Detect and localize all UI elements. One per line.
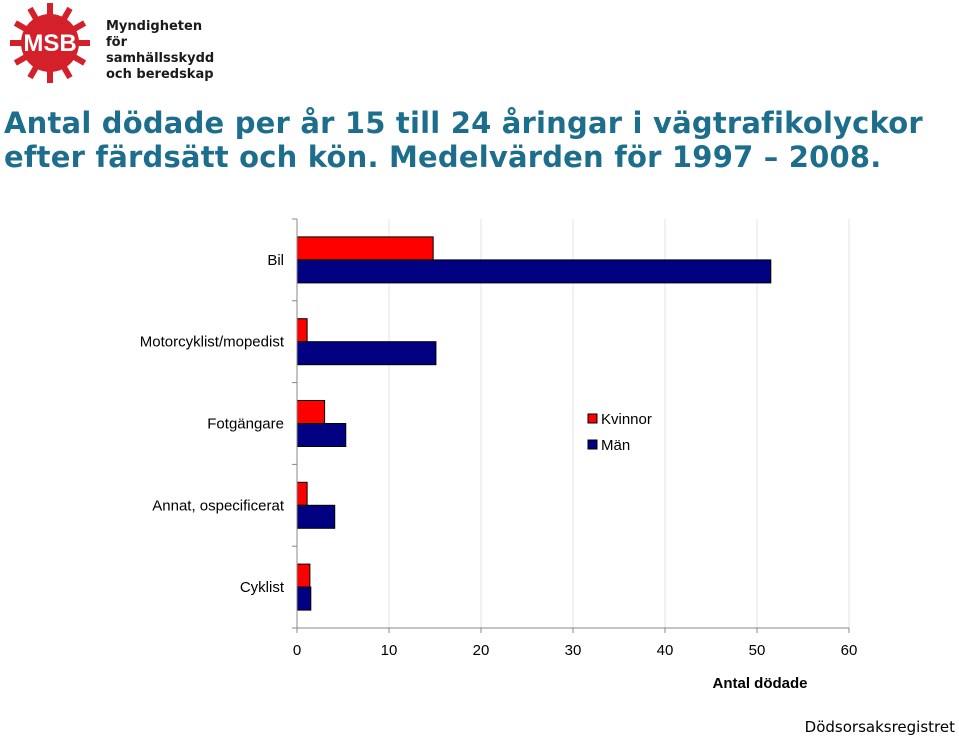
source-label: Dödsorsaksregistret xyxy=(804,718,955,736)
x-tick-label: 40 xyxy=(657,642,674,659)
logo-mark-text: MSB xyxy=(23,30,76,57)
bar-man xyxy=(296,423,347,447)
x-tick-label: 50 xyxy=(749,642,766,659)
title-line-2: efter färdsätt och kön. Medelvärden för … xyxy=(4,140,882,174)
category-label: Cyklist xyxy=(240,579,285,596)
bar-man xyxy=(296,341,437,366)
bar-kvinnor xyxy=(296,563,311,588)
msb-logo: MSB Myndigheten för samhällsskydd och be… xyxy=(6,2,214,84)
bar-kvinnor xyxy=(296,236,434,261)
x-tick-label: 20 xyxy=(473,642,490,659)
category-label: Annat, ospecificerat xyxy=(152,497,285,514)
chart-axes xyxy=(292,218,850,633)
logo-text: Myndigheten för samhällsskydd och bereds… xyxy=(106,19,214,83)
x-tick-label: 60 xyxy=(841,642,858,659)
bar-man xyxy=(296,259,772,284)
category-label: Bil xyxy=(267,252,284,269)
x-tick-label: 10 xyxy=(381,642,398,659)
bar-kvinnor xyxy=(296,481,308,506)
chart-legend: Kvinnor Män xyxy=(587,411,652,454)
bar-kvinnor xyxy=(296,318,308,343)
chart-grid xyxy=(388,219,850,628)
legend-label: Kvinnor xyxy=(601,411,652,428)
legend-swatch xyxy=(587,413,598,424)
bar-kvinnor xyxy=(296,400,326,424)
chart-bars xyxy=(296,236,772,611)
msb-logo-mark: MSB xyxy=(10,3,90,83)
category-label: Motorcyklist/mopedist xyxy=(140,334,285,351)
legend-label: Män xyxy=(601,437,630,454)
bar-man xyxy=(296,504,336,529)
legend-swatch xyxy=(587,439,598,450)
title-line-1: Antal dödade per år 15 till 24 åringar i… xyxy=(4,106,923,140)
category-label: Fotgängare xyxy=(207,416,284,433)
page-title: Antal dödade per år 15 till 24 åringar i… xyxy=(4,106,954,174)
x-axis-title: Antal dödade xyxy=(712,675,807,692)
logo-line-1: Myndigheten för xyxy=(106,19,203,50)
logo-line-2: samhällsskydd xyxy=(106,51,215,66)
x-tick-label: 30 xyxy=(565,642,582,659)
bar-man xyxy=(296,586,312,611)
x-tick-label: 0 xyxy=(293,642,301,659)
logo-line-3: och beredskap xyxy=(106,67,214,82)
chart-labels: 0 10 20 30 40 50 60 Bil Motorcyklist/mopedist Fot… xyxy=(140,252,858,692)
